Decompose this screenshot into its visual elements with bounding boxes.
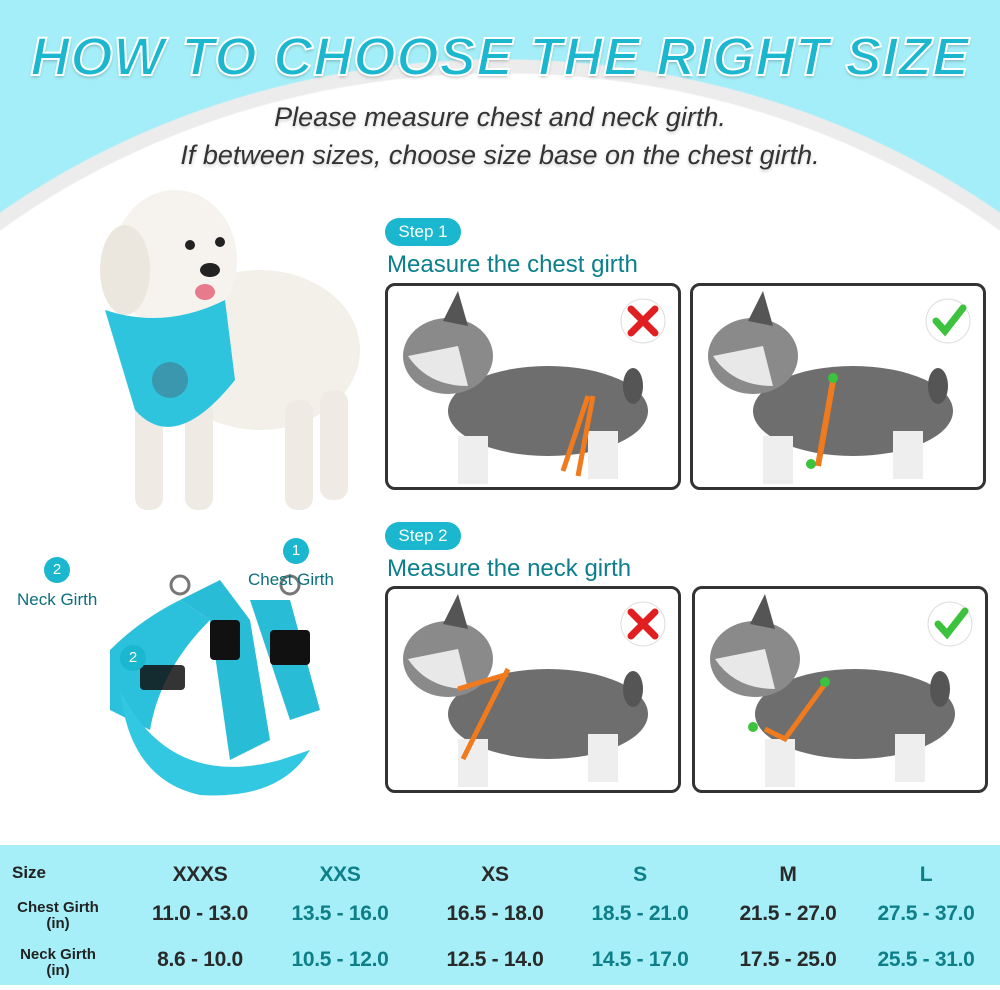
neck-girth-number: 2 (44, 557, 70, 583)
size-cell: XXS (319, 863, 361, 886)
chest-cell: 13.5 - 16.0 (291, 902, 389, 925)
red-x-icon (620, 298, 666, 344)
measuring-tape (457, 667, 511, 761)
size-header: Size (12, 863, 47, 882)
neck-cell: 14.5 - 17.0 (591, 948, 689, 971)
measuring-tape (815, 380, 836, 467)
size-chart-table: Size Chest Girth (in) Neck Girth (in) XXXS… (0, 845, 1000, 985)
dog-wearing-harness-photo (100, 190, 360, 510)
harness-product-photo (110, 574, 320, 796)
harness-neck-marker: 2 (120, 645, 146, 671)
step-1-badge: Step 1 (385, 218, 461, 246)
red-x-icon (620, 601, 666, 647)
size-cell: XS (481, 863, 509, 886)
chest-girth-label: Chest Girth (248, 570, 334, 589)
size-cell: XXXS (172, 863, 228, 886)
subtitle-line-2: If between sizes, choose size base on th… (180, 140, 820, 170)
neck-girth-row-label: Neck Girth (in) (6, 947, 110, 979)
size-cell: S (633, 863, 647, 886)
schnauzer-photo (708, 291, 971, 484)
measuring-tape (763, 682, 828, 743)
step-2-text: Measure the neck girth (387, 555, 632, 582)
neck-wrong-panel (385, 586, 681, 793)
chest-girth-row-label: Chest Girth (in) (6, 900, 110, 932)
chest-girth-label-text: Chest Girth (17, 899, 99, 916)
neck-right-panel (692, 586, 988, 793)
size-cell: M (779, 863, 797, 886)
chest-cell: 16.5 - 18.0 (446, 902, 544, 925)
step-1-text: Measure the chest girth (387, 251, 638, 278)
green-check-icon (927, 601, 973, 647)
subtitle-line-1: Please measure chest and neck girth. (274, 102, 726, 132)
page-title: HOW TO CHOOSE THE RIGHT SIZE (29, 26, 970, 88)
chest-wrong-panel (385, 283, 681, 490)
schnauzer-photo (710, 594, 973, 787)
chest-right-panel (690, 283, 986, 490)
size-cell: L (919, 863, 933, 886)
schnauzer-photo (403, 291, 666, 484)
measuring-tape (560, 395, 596, 477)
chest-cell: 11.0 - 13.0 (152, 902, 248, 925)
neck-cell: 12.5 - 14.0 (446, 948, 544, 971)
neck-cell: 10.5 - 12.0 (291, 948, 389, 971)
neck-girth-unit: (in) (46, 962, 70, 979)
neck-cell: 17.5 - 25.0 (739, 948, 837, 971)
green-check-icon (925, 298, 971, 344)
neck-cell: 8.6 - 10.0 (157, 948, 243, 971)
chest-girth-unit: (in) (46, 915, 70, 932)
chest-cell: 21.5 - 27.0 (739, 902, 837, 925)
chest-cell: 18.5 - 21.0 (591, 902, 689, 925)
neck-girth-label-text: Neck Girth (20, 946, 96, 963)
neck-cell: 25.5 - 31.0 (877, 948, 975, 971)
chest-girth-number: 1 (283, 538, 309, 564)
schnauzer-photo (403, 594, 666, 787)
step-2-badge: Step 2 (385, 522, 461, 550)
neck-girth-label: Neck Girth (17, 590, 98, 609)
chest-cell: 27.5 - 37.0 (877, 902, 975, 925)
